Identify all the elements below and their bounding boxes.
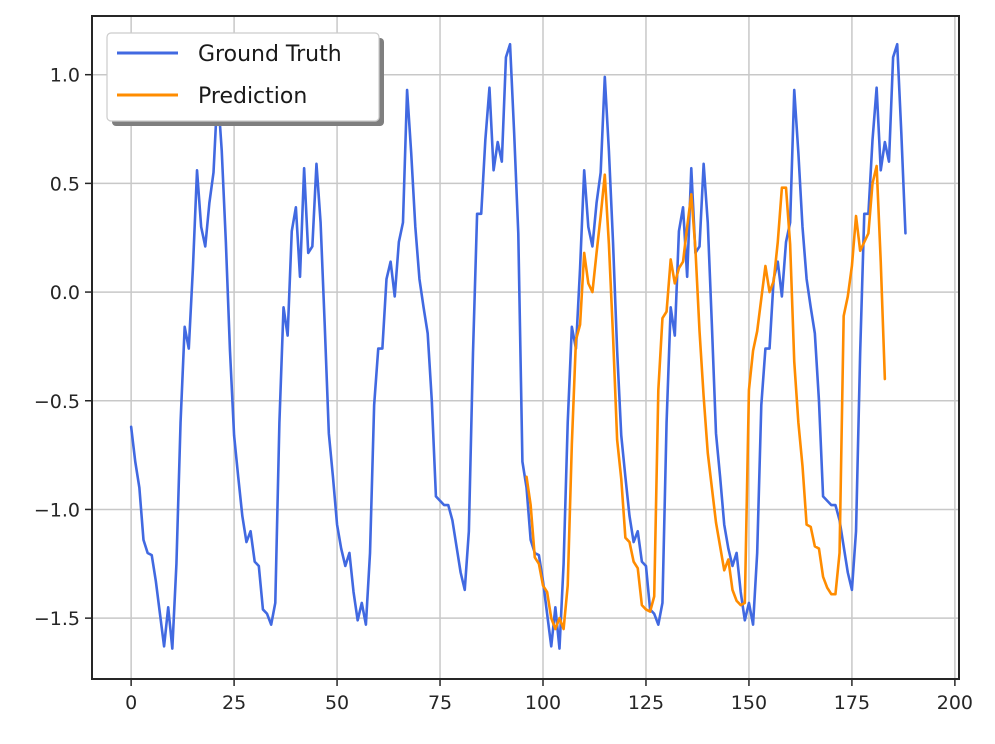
y-tick-label: 1.0 bbox=[50, 65, 80, 87]
y-tick-label: 0.0 bbox=[50, 282, 80, 304]
y-axis: −1.5 −1.0 −0.5 0.0 0.5 1.0 bbox=[34, 65, 92, 630]
series-lines bbox=[129, 42, 907, 650]
series-line-prediction bbox=[525, 164, 887, 631]
plot-frame bbox=[91, 15, 960, 680]
x-tick-label: 150 bbox=[731, 692, 767, 714]
x-tick-label: 125 bbox=[628, 692, 664, 714]
series-line-ground-truth bbox=[129, 42, 907, 650]
legend-label-ground-truth: Ground Truth bbox=[198, 42, 342, 67]
x-tick-label: 175 bbox=[834, 692, 870, 714]
x-tick-label: 0 bbox=[125, 692, 137, 714]
y-tick-label: −1.0 bbox=[34, 499, 80, 521]
grid bbox=[92, 16, 959, 679]
legend-box bbox=[106, 32, 380, 122]
legend: Ground Truth Prediction bbox=[106, 32, 384, 126]
x-tick-label: 25 bbox=[222, 692, 246, 714]
legend-label-prediction: Prediction bbox=[198, 84, 307, 109]
y-tick-label: −0.5 bbox=[34, 391, 80, 413]
x-axis: 0 25 50 75 100 125 150 175 200 bbox=[125, 679, 973, 714]
y-tick-label: −1.5 bbox=[34, 608, 80, 630]
x-tick-label: 50 bbox=[325, 692, 349, 714]
y-tick-label: 0.5 bbox=[50, 173, 80, 195]
x-tick-label: 75 bbox=[428, 692, 452, 714]
x-tick-label: 100 bbox=[525, 692, 561, 714]
x-tick-label: 200 bbox=[937, 692, 973, 714]
